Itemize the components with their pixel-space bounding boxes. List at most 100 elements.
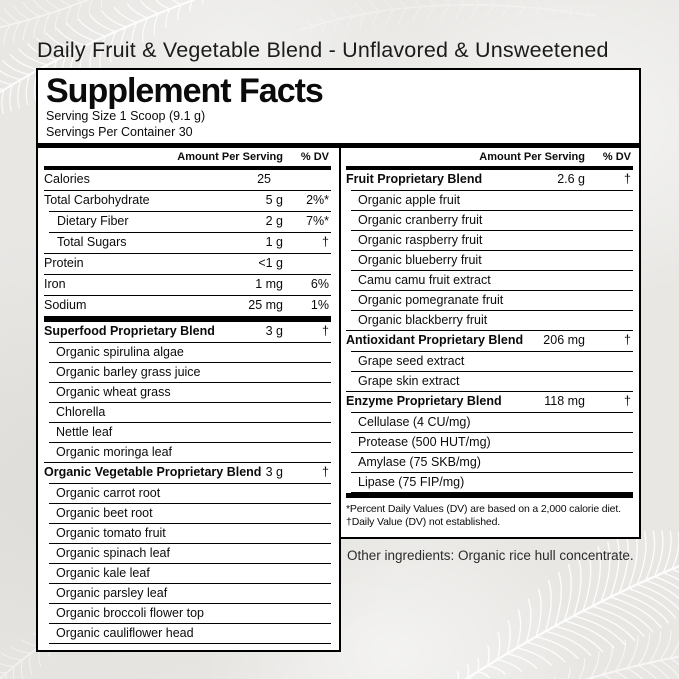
ingredient-row: Lipase (75 FIP/mg): [351, 471, 633, 493]
blend-dv: †: [322, 324, 329, 339]
product-title: Daily Fruit & Vegetable Blend - Unflavor…: [37, 38, 609, 62]
nutrient-row: Total Carbohydrate 5 g 2%*: [44, 189, 331, 211]
serving-size-text: Serving Size 1 Scoop (9.1 g): [46, 109, 206, 123]
nutrition-column-right: Amount Per Serving % DV Fruit Proprietar…: [341, 148, 641, 539]
ingredient-name: Organic parsley leaf: [56, 585, 168, 600]
label-header-section: Supplement Facts Serving Size 1 Scoop (9…: [36, 68, 641, 143]
ingredient-row: Organic cauliflower head: [49, 622, 331, 644]
ingredient-row: Cellulase (4 CU/mg): [351, 411, 633, 432]
nutrient-amount: 1 g: [265, 235, 283, 250]
blend-header-row: Superfood Proprietary Blend 3 g †: [44, 320, 331, 342]
footnote-dv-not-established: †Daily Value (DV) not established.: [346, 515, 501, 528]
nutrient-name: Protein: [44, 256, 84, 271]
ingredient-row: Organic carrot root: [49, 482, 331, 503]
footnotes: *Percent Daily Values (DV) are based on …: [346, 498, 633, 537]
header-rule: [346, 166, 633, 170]
nutrient-name: Calories: [44, 172, 90, 187]
nutrient-dv: 2%*: [306, 193, 329, 208]
ingredient-name: Organic blackberry fruit: [358, 312, 488, 327]
blend-name: Antioxidant Proprietary Blend: [346, 333, 524, 348]
ingredient-name: Lipase (75 FIP/mg): [358, 474, 465, 489]
nutrient-name: Dietary Fiber: [57, 214, 129, 229]
ingredient-name: Organic cauliflower head: [56, 625, 194, 640]
ingredient-name: Organic blueberry fruit: [358, 252, 482, 267]
ingredient-name: Amylase (75 SKB/mg): [358, 454, 481, 469]
ingredient-row: Organic moringa leaf: [49, 441, 331, 462]
ingredient-name: Organic broccoli flower top: [56, 605, 204, 620]
nutrient-name: Total Sugars: [57, 235, 127, 250]
ingredient-name: Organic apple fruit: [358, 192, 461, 207]
ingredient-name: Nettle leaf: [56, 424, 113, 439]
ingredient-row: Amylase (75 SKB/mg): [351, 451, 633, 472]
nutrient-dv: 7%*: [306, 214, 329, 229]
left-rows: Calories 25 Total Carbohydrate 5 g 2%* Dietar…: [44, 170, 331, 644]
ingredient-name: Organic moringa leaf: [56, 444, 173, 459]
ingredient-name: Protease (500 HUT/mg): [358, 434, 491, 449]
ingredient-name: Camu camu fruit extract: [358, 272, 491, 287]
ingredient-name: Grape skin extract: [358, 373, 460, 388]
supplement-facts-heading: Supplement Facts: [46, 72, 324, 110]
ingredient-name: Organic pomegranate fruit: [358, 292, 504, 307]
blend-header-row: Enzyme Proprietary Blend 118 mg †: [346, 390, 633, 412]
amount-per-serving-header: Amount Per Serving: [479, 151, 585, 163]
ingredient-name: Organic tomato fruit: [56, 525, 166, 540]
ingredient-row: Organic cranberry fruit: [351, 209, 633, 230]
ingredient-name: Organic beet root: [56, 505, 153, 520]
nutrient-dv: †: [322, 235, 329, 250]
blend-dv: †: [624, 333, 631, 348]
blend-name: Fruit Proprietary Blend: [346, 172, 483, 187]
ingredient-row: Organic beet root: [49, 502, 331, 523]
ingredient-name: Chlorella: [56, 404, 106, 419]
nutrient-row: Protein <1 g: [44, 252, 331, 274]
blend-amount: 206 mg: [543, 333, 585, 348]
ingredient-row: Protease (500 HUT/mg): [351, 431, 633, 452]
footnote-dv-basis: *Percent Daily Values (DV) are based on …: [346, 502, 621, 515]
nutrient-name: Sodium: [44, 298, 87, 313]
right-stack: Amount Per Serving % DV Fruit Proprietar…: [341, 148, 641, 563]
ingredient-row: Organic broccoli flower top: [49, 602, 331, 623]
ingredient-name: Organic kale leaf: [56, 565, 150, 580]
right-rows: Fruit Proprietary Blend 2.6 g † Organic app…: [346, 170, 633, 493]
ingredient-row: Organic barley grass juice: [49, 361, 331, 382]
ingredient-name: Organic carrot root: [56, 485, 161, 500]
ingredient-row: Organic spinach leaf: [49, 542, 331, 563]
nutrient-name: Iron: [44, 277, 66, 292]
nutrient-name: Total Carbohydrate: [44, 193, 150, 208]
thick-divider-bar: [44, 315, 331, 321]
supplement-facts-panel: Supplement Facts Serving Size 1 Scoop (9…: [36, 68, 641, 652]
ingredient-row: Organic spirulina algae: [49, 341, 331, 362]
blend-amount: 2.6 g: [557, 172, 585, 187]
ingredient-name: Organic spinach leaf: [56, 545, 170, 560]
label-columns: Amount Per Serving % DV Calories 25 Total …: [36, 148, 641, 652]
amount-per-serving-header: Amount Per Serving: [177, 151, 283, 163]
nutrient-amount: 25: [257, 172, 271, 187]
ingredient-row: Organic tomato fruit: [49, 522, 331, 543]
ingredient-row: Chlorella: [49, 401, 331, 422]
blend-dv: †: [322, 465, 329, 480]
nutrient-row: Sodium 25 mg 1%: [44, 294, 331, 316]
servings-per-container-text: Servings Per Container 30: [46, 125, 193, 139]
ingredient-name: Cellulase (4 CU/mg): [358, 414, 471, 429]
blend-header-row: Fruit Proprietary Blend 2.6 g †: [346, 170, 633, 190]
nutrient-dv: 1%: [310, 298, 329, 313]
nutrient-row: Calories 25: [44, 170, 331, 190]
blend-amount: 118 mg: [544, 394, 585, 409]
ingredient-name: Grape seed extract: [358, 353, 465, 368]
ingredient-row: Organic parsley leaf: [49, 582, 331, 603]
nutrient-amount: 25 mg: [248, 298, 283, 313]
nutrient-dv: 6%: [310, 277, 329, 292]
blend-dv: †: [624, 172, 631, 187]
ingredient-row: Grape seed extract: [351, 350, 633, 371]
nutrient-amount: <1 g: [258, 256, 283, 271]
nutrient-amount: 1 mg: [255, 277, 283, 292]
blend-header-row: Organic Vegetable Proprietary Blend 3 g †: [44, 461, 331, 483]
ingredient-row: Camu camu fruit extract: [351, 269, 633, 290]
ingredient-row: Grape skin extract: [351, 370, 633, 391]
thick-divider-bar: [36, 143, 641, 148]
blend-name: Superfood Proprietary Blend: [44, 324, 215, 339]
blend-name: Enzyme Proprietary Blend: [346, 394, 502, 409]
ingredient-row: Organic pomegranate fruit: [351, 289, 633, 310]
nutrient-row: Total Sugars 1 g †: [49, 231, 331, 253]
